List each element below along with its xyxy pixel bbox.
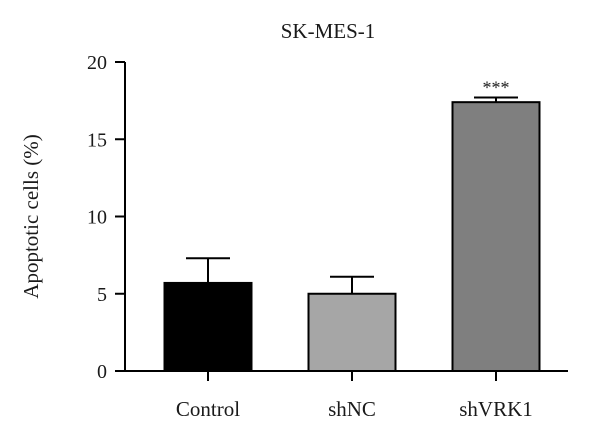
bar-control — [163, 281, 253, 372]
y-tick-label: 0 — [97, 361, 107, 383]
bars-layer: *** — [163, 78, 541, 372]
y-axis-label: Apoptotic cells (%) — [19, 134, 43, 298]
chart-title: SK-MES-1 — [281, 19, 376, 43]
significance-label: *** — [483, 78, 510, 98]
y-tick-label: 15 — [87, 129, 107, 151]
x-tick-label: Control — [176, 397, 240, 421]
x-tick-label: shNC — [328, 397, 376, 421]
bar-shvrk1 — [451, 101, 541, 372]
x-tick-label: shVRK1 — [459, 397, 533, 421]
y-tick-label: 10 — [87, 207, 107, 229]
bar-shnc — [307, 292, 397, 372]
y-tick-label: 5 — [97, 284, 107, 306]
y-tick-label: 20 — [87, 52, 107, 74]
axes-layer: Control shNC shVRK1 0 5 10 15 20 — [87, 52, 568, 421]
